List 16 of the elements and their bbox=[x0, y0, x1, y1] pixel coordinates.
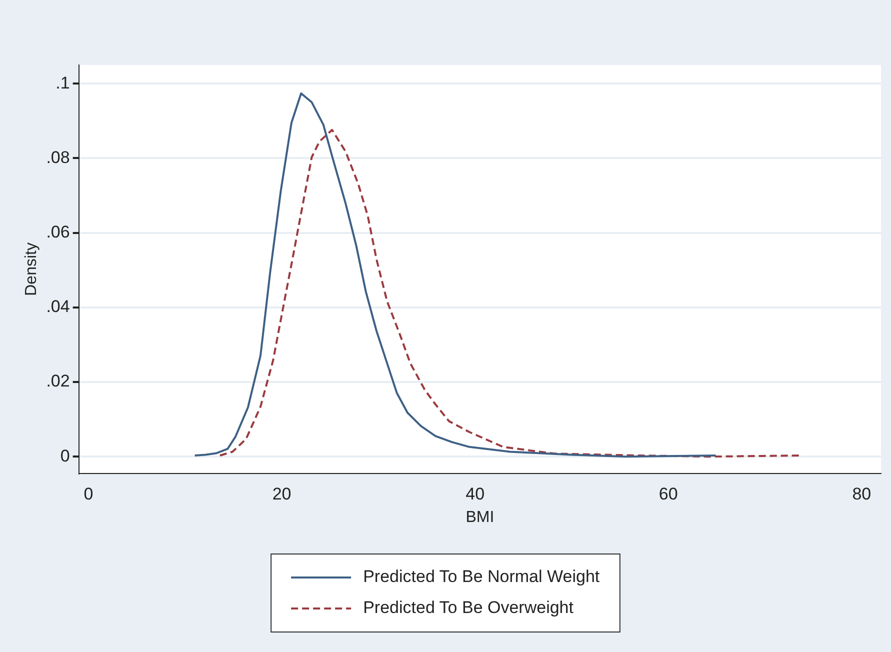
x-axis-title: BMI bbox=[466, 508, 494, 526]
y-tick-label: .02 bbox=[46, 372, 70, 391]
legend-label: Predicted To Be Normal Weight bbox=[363, 567, 600, 586]
x-tick-label: 40 bbox=[466, 484, 485, 504]
y-tick-label: 0 bbox=[60, 446, 70, 466]
y-tick-label: .04 bbox=[46, 297, 70, 316]
line-series bbox=[218, 128, 802, 458]
x-tick-label: 80 bbox=[852, 484, 872, 504]
x-tick-label: 0 bbox=[84, 484, 94, 504]
y-axis-title: Density bbox=[23, 242, 40, 296]
x-tick-label: 60 bbox=[658, 484, 678, 504]
y-tick-label: .06 bbox=[46, 222, 70, 242]
y-tick-label: .08 bbox=[46, 148, 70, 167]
x-tick-label: 20 bbox=[272, 484, 292, 504]
y-tick-label: .1 bbox=[56, 73, 70, 92]
legend-label: Predicted To Be Overweight bbox=[363, 598, 574, 618]
